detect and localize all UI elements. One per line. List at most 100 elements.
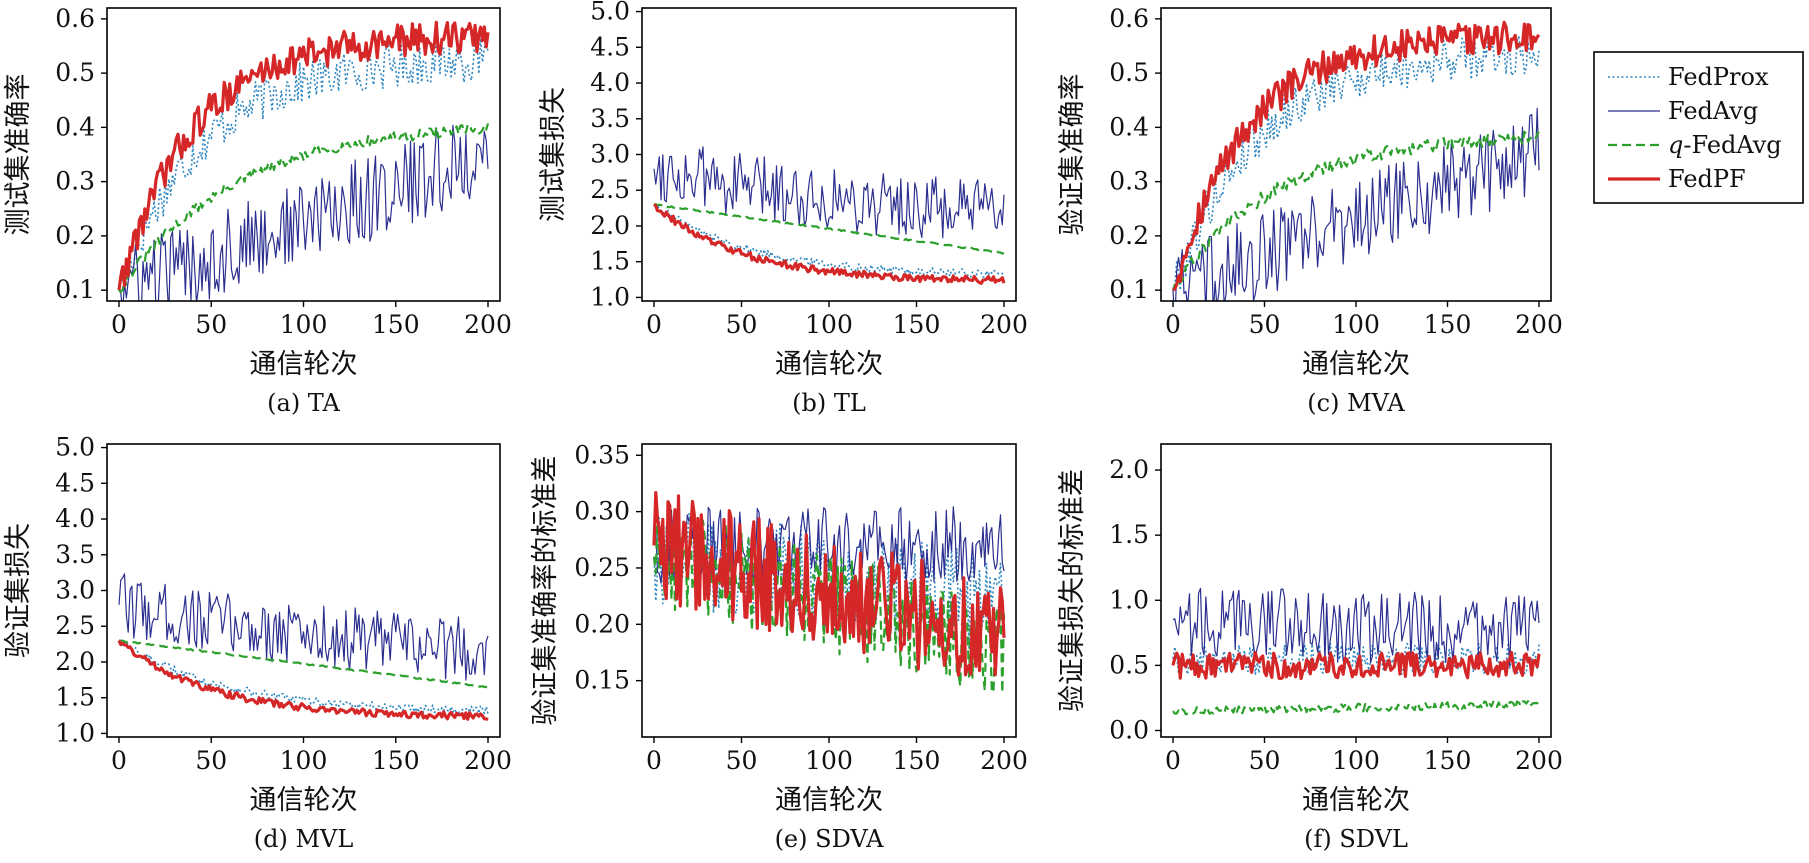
y-tick-label: 1.0	[590, 282, 630, 311]
x-tick-label: 50	[195, 746, 227, 775]
series-line-fedpf	[117, 639, 489, 722]
x-tick-label: 100	[805, 310, 853, 339]
y-axis-label: 验证集准确率的标准差	[530, 456, 561, 726]
y-tick-label: 3.0	[55, 576, 95, 605]
panel-caption: (e) SDVA	[775, 825, 885, 853]
x-axis-label: 通信轮次	[775, 349, 883, 380]
x-tick-label: 50	[195, 310, 227, 339]
y-tick-label: 0.4	[55, 112, 95, 141]
series-line-fedpf	[652, 491, 1006, 677]
y-tick-label: 0.3	[55, 167, 95, 196]
y-tick-label: 2.0	[1109, 455, 1149, 484]
y-tick-label: 4.0	[590, 68, 630, 97]
series-line-q-fedavg	[1172, 700, 1540, 716]
x-tick-label: 100	[805, 746, 853, 775]
x-tick-label: 150	[372, 310, 420, 339]
series-line-fedprox	[118, 640, 489, 715]
x-tick-label: 100	[280, 746, 328, 775]
y-tick-label: 3.0	[590, 140, 630, 169]
series-line-q-fedavg	[118, 639, 489, 689]
x-tick-label: 0	[1165, 746, 1181, 775]
legend-label: FedAvg	[1668, 97, 1758, 125]
y-tick-label: 5.0	[55, 433, 95, 462]
y-tick-label: 1.5	[55, 683, 95, 712]
series-line-fedavg	[1172, 587, 1540, 667]
x-tick-label: 50	[726, 310, 758, 339]
series-line-fedpf	[1171, 650, 1541, 680]
y-tick-label: 0.5	[1109, 650, 1149, 679]
y-axis-label: 验证集损失的标准差	[1057, 469, 1088, 712]
y-tick-label: 2.0	[55, 647, 95, 676]
series-group	[1171, 20, 1541, 301]
series-line-q-fedavg	[653, 203, 1005, 255]
x-axis-label: 通信轮次	[775, 785, 883, 816]
x-tick-label: 150	[372, 746, 420, 775]
legend-label: FedPF	[1668, 165, 1746, 193]
y-tick-label: 0.6	[1109, 4, 1149, 33]
x-tick-label: 50	[1249, 310, 1281, 339]
x-tick-label: 200	[980, 746, 1028, 775]
y-tick-label: 1.0	[55, 718, 95, 747]
panel-caption: (c) MVA	[1307, 389, 1405, 417]
y-tick-label: 0.35	[574, 440, 630, 469]
panel-e: 0 50 100 150 200 0.15 0.20 0.25 0.30 0.35 通信轮次 验证集准…	[530, 440, 1028, 853]
panel-caption: (b) TL	[792, 389, 866, 417]
series-line-fedavg	[118, 573, 489, 681]
y-tick-label: 2.5	[590, 175, 630, 204]
y-axis-label: 测试集准确率	[3, 74, 34, 236]
y-tick-label: 0.1	[55, 275, 95, 304]
series-group	[117, 20, 490, 301]
y-tick-label: 3.5	[590, 104, 630, 133]
panel-f: 0 50 100 150 200 0.0 0.5 1.0 1.5 2.0 通信轮次 验证集损失的标准差…	[1057, 443, 1563, 853]
y-tick-label: 4.0	[55, 504, 95, 533]
x-tick-label: 0	[111, 746, 127, 775]
y-tick-label: 0.15	[574, 666, 630, 695]
series-line-fedprox	[118, 37, 489, 291]
y-tick-label: 5.0	[590, 0, 630, 26]
y-tick-label: 2.5	[55, 611, 95, 640]
x-tick-label: 100	[1332, 746, 1380, 775]
panel-d: 0 50 100 150 200 1.0 1.5 2.0 2.5 3.0 3.5 4.0 4.5 5.0 通…	[3, 433, 512, 853]
series-line-fedavg	[118, 124, 489, 301]
y-tick-label: 0.30	[574, 497, 630, 526]
y-tick-label: 0.1	[1109, 275, 1149, 304]
series-line-fedpf	[1172, 20, 1541, 292]
y-tick-label: 0.4	[1109, 112, 1149, 141]
series-line-fedprox	[653, 203, 1005, 278]
x-axis-label: 通信轮次	[1302, 349, 1410, 380]
y-tick-label: 1.5	[1109, 520, 1149, 549]
series-line-fedprox	[1172, 36, 1540, 291]
series-group	[1171, 587, 1541, 716]
y-tick-label: 2.0	[590, 211, 630, 240]
x-tick-label: 200	[980, 310, 1028, 339]
x-tick-label: 50	[726, 746, 758, 775]
series-group	[117, 573, 489, 722]
legend: FedProx FedAvg q-FedAvg FedPF	[1593, 51, 1804, 204]
series-line-q-fedavg	[1171, 130, 1540, 291]
x-axis-label: 通信轮次	[250, 785, 358, 816]
y-tick-label: 4.5	[55, 468, 95, 497]
x-tick-label: 150	[893, 310, 941, 339]
legend-label: FedProx	[1668, 63, 1769, 91]
panel-caption: (a) TA	[267, 389, 340, 417]
series-line-q-fedavg	[118, 123, 490, 293]
x-tick-label: 200	[1515, 746, 1563, 775]
x-axis-label: 通信轮次	[250, 349, 358, 380]
plot-frame	[1160, 443, 1552, 738]
series-group	[653, 146, 1006, 285]
panel-a: 0 50 100 150 200 0.1 0.2 0.3 0.4 0.5 0.6 通信轮次 测试集准确率…	[3, 4, 512, 417]
panel-b: 0 50 100 150 200 1.0 1.5 2.0 2.5 3.0 3.5 4.0 4.5 5.0 通…	[538, 0, 1028, 417]
y-tick-label: 0.6	[55, 4, 95, 33]
series-line-fedpf	[117, 20, 490, 291]
x-tick-label: 50	[1249, 746, 1281, 775]
series-group	[652, 491, 1006, 694]
x-tick-label: 150	[1424, 746, 1472, 775]
y-tick-label: 1.5	[590, 247, 630, 276]
plot-frame	[641, 7, 1017, 302]
x-tick-label: 0	[1165, 310, 1181, 339]
x-tick-label: 0	[646, 310, 662, 339]
y-tick-label: 0.25	[574, 553, 630, 582]
x-tick-label: 200	[464, 310, 512, 339]
y-tick-label: 0.2	[1109, 221, 1149, 250]
